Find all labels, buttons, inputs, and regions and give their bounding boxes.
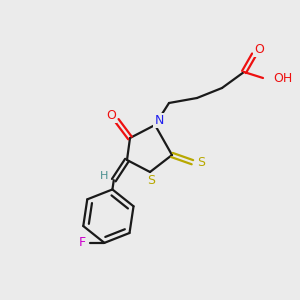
Text: F: F (79, 236, 86, 249)
Text: N: N (154, 113, 164, 127)
Text: O: O (106, 109, 116, 122)
Text: S: S (197, 156, 206, 169)
Text: H: H (100, 171, 108, 181)
Text: OH: OH (273, 71, 292, 85)
Text: S: S (147, 175, 155, 188)
Text: O: O (254, 43, 264, 56)
